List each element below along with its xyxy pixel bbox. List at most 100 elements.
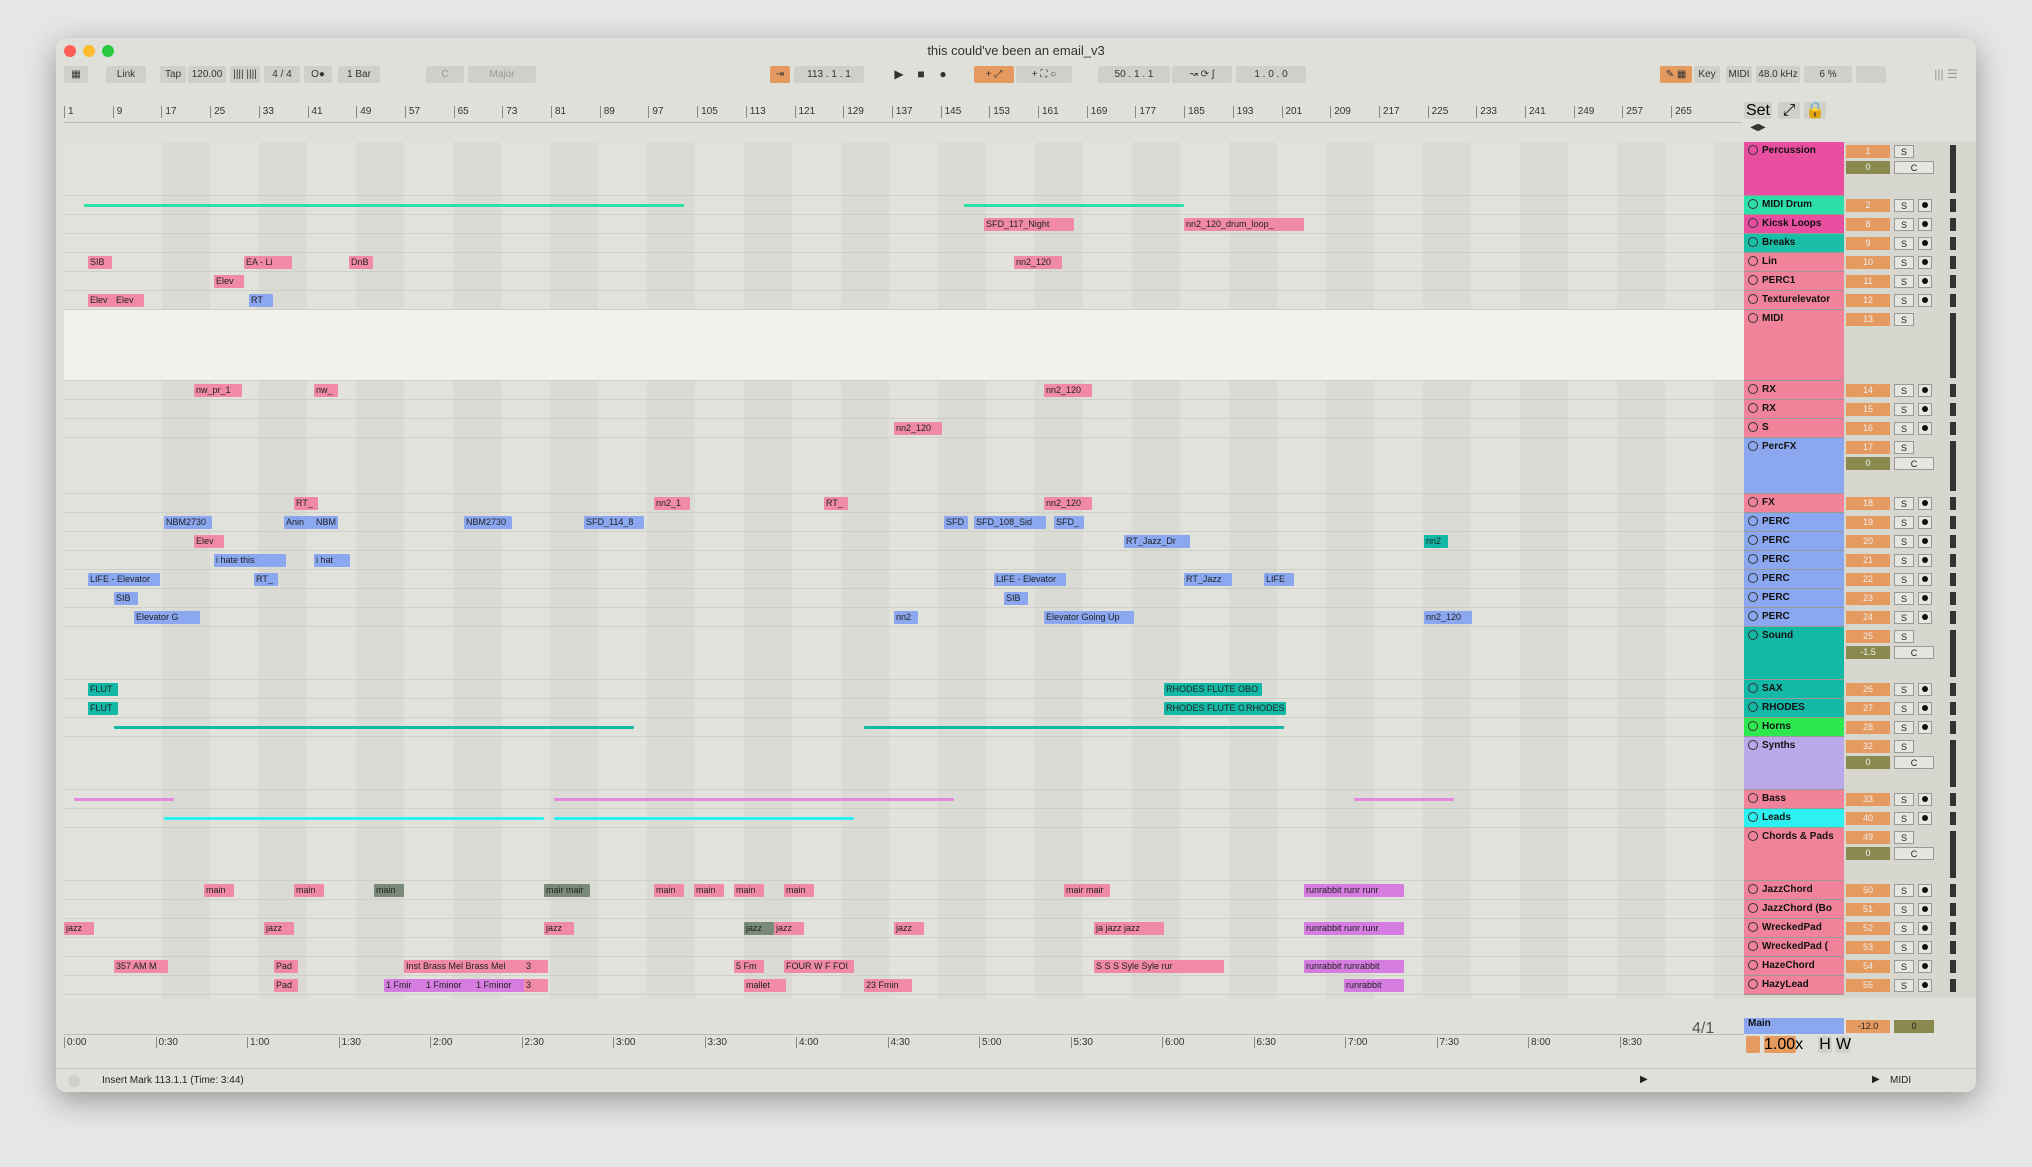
track-number[interactable]: 9 xyxy=(1846,237,1890,250)
solo-button[interactable]: S xyxy=(1894,903,1914,916)
arm-button[interactable] xyxy=(1918,592,1932,605)
track-fold-icon[interactable] xyxy=(1748,831,1758,841)
clip[interactable]: 357 AM M xyxy=(114,960,168,973)
track-volume[interactable]: -1.5 xyxy=(1846,646,1890,659)
track-lane[interactable] xyxy=(64,438,1744,494)
track-lane[interactable] xyxy=(64,881,1744,900)
track-number[interactable]: 19 xyxy=(1846,516,1890,529)
arm-button[interactable] xyxy=(1918,422,1932,435)
solo-button[interactable]: S xyxy=(1894,960,1914,973)
main-volume[interactable]: -12.0 xyxy=(1846,1020,1890,1033)
track-fold-icon[interactable] xyxy=(1748,979,1758,989)
track-header[interactable]: PERC xyxy=(1744,513,1844,532)
track-fold-icon[interactable] xyxy=(1748,702,1758,712)
track-lane[interactable] xyxy=(64,699,1744,718)
track-pan[interactable]: C xyxy=(1894,457,1934,470)
arm-button[interactable] xyxy=(1918,554,1932,567)
clip[interactable]: 3 xyxy=(524,979,548,992)
track-fold-icon[interactable] xyxy=(1748,535,1758,545)
track-number[interactable]: 1 xyxy=(1846,145,1890,158)
track-lane[interactable] xyxy=(64,957,1744,976)
track-fold-icon[interactable] xyxy=(1748,275,1758,285)
clip[interactable]: i hate this xyxy=(214,554,286,567)
clip[interactable]: 1 Fminor xyxy=(474,979,528,992)
clip[interactable]: FLUT xyxy=(88,683,118,696)
clip[interactable]: RHODES FLUTE OBO xyxy=(1164,683,1262,696)
clip[interactable]: Inst Brass Mel Brass Mel xyxy=(404,960,524,973)
track-number[interactable]: 52 xyxy=(1846,922,1890,935)
track-header[interactable]: PERC xyxy=(1744,589,1844,608)
track-header[interactable]: Texturelevator xyxy=(1744,291,1844,310)
quantize-dropdown[interactable]: 1 Bar xyxy=(338,66,380,83)
track-lane[interactable] xyxy=(64,419,1744,438)
track-volume[interactable]: 0 xyxy=(1846,161,1890,174)
clip[interactable]: RT xyxy=(249,294,273,307)
locator-nav-icon[interactable]: ◀▶ xyxy=(1750,122,1766,133)
clip[interactable]: LIFE - Elevator xyxy=(88,573,160,586)
nudge-icon[interactable]: |||| |||| xyxy=(230,66,260,83)
track-fold-icon[interactable] xyxy=(1748,497,1758,507)
track-number[interactable]: 27 xyxy=(1846,702,1890,715)
clip[interactable]: RT_Jazz xyxy=(1184,573,1232,586)
track-fold-icon[interactable] xyxy=(1748,256,1758,266)
track-header[interactable]: Chords & Pads xyxy=(1744,828,1844,881)
track-volume[interactable]: 0 xyxy=(1846,756,1890,769)
track-header[interactable]: Lin xyxy=(1744,253,1844,272)
solo-button[interactable]: S xyxy=(1894,683,1914,696)
track-fold-icon[interactable] xyxy=(1748,683,1758,693)
solo-button[interactable]: S xyxy=(1894,884,1914,897)
track-lane[interactable] xyxy=(64,570,1744,589)
track-lane[interactable] xyxy=(64,400,1744,419)
track-number[interactable]: 12 xyxy=(1846,294,1890,307)
clip[interactable]: Elev xyxy=(88,294,118,307)
track-header[interactable]: HazeChord xyxy=(1744,957,1844,976)
track-header[interactable]: S xyxy=(1744,419,1844,438)
solo-button[interactable]: S xyxy=(1894,441,1914,454)
clip[interactable]: main xyxy=(204,884,234,897)
clip[interactable]: nn2_120 xyxy=(894,422,942,435)
track-pan[interactable]: C xyxy=(1894,847,1934,860)
clip[interactable]: i hat xyxy=(314,554,350,567)
track-lane[interactable] xyxy=(64,513,1744,532)
overdub-icon[interactable]: + ⤢ xyxy=(974,66,1014,83)
solo-button[interactable]: S xyxy=(1894,702,1914,715)
track-number[interactable]: 33 xyxy=(1846,793,1890,806)
arm-button[interactable] xyxy=(1918,535,1932,548)
solo-button[interactable]: S xyxy=(1894,941,1914,954)
track-number[interactable]: 55 xyxy=(1846,979,1890,992)
clip[interactable]: mair mair xyxy=(544,884,590,897)
solo-button[interactable]: S xyxy=(1894,721,1914,734)
loop-toggle-icon[interactable]: ↝ ⟳ ∫ xyxy=(1172,66,1232,83)
track-number[interactable]: 18 xyxy=(1846,497,1890,510)
track-header[interactable]: PERC xyxy=(1744,570,1844,589)
clip[interactable]: nn2 xyxy=(1424,535,1448,548)
key-root-dropdown[interactable]: C xyxy=(426,66,464,83)
track-header[interactable]: PERC xyxy=(1744,532,1844,551)
track-lane[interactable] xyxy=(64,828,1744,881)
arm-button[interactable] xyxy=(1918,237,1932,250)
track-lane[interactable] xyxy=(64,938,1744,957)
arm-button[interactable] xyxy=(1918,884,1932,897)
track-lane[interactable] xyxy=(64,608,1744,627)
main-pan[interactable]: 0 xyxy=(1894,1020,1934,1033)
clip[interactable]: nn2 xyxy=(894,611,918,624)
scale-dropdown[interactable]: Major xyxy=(468,66,536,83)
track-number[interactable]: 21 xyxy=(1846,554,1890,567)
clip[interactable]: NBM xyxy=(314,516,338,529)
lock-icon[interactable]: 🔒 xyxy=(1804,102,1826,119)
clip[interactable]: SIB xyxy=(114,592,138,605)
clip[interactable]: runrabbit xyxy=(1344,979,1404,992)
track-number[interactable]: 23 xyxy=(1846,592,1890,605)
automation-icon[interactable]: + ⛶ ○ xyxy=(1016,66,1072,83)
clip[interactable]: nw_ xyxy=(314,384,338,397)
clip[interactable]: mair mair xyxy=(1064,884,1110,897)
follow-icon[interactable]: ⇥ xyxy=(770,66,790,83)
arm-button[interactable] xyxy=(1918,960,1932,973)
track-header[interactable]: SAX xyxy=(1744,680,1844,699)
clip[interactable]: main xyxy=(784,884,814,897)
solo-button[interactable]: S xyxy=(1894,256,1914,269)
main-track-name[interactable]: Main xyxy=(1744,1018,1844,1034)
clip[interactable]: 5 Fm xyxy=(734,960,764,973)
track-number[interactable]: 49 xyxy=(1846,831,1890,844)
track-pan[interactable]: C xyxy=(1894,756,1934,769)
